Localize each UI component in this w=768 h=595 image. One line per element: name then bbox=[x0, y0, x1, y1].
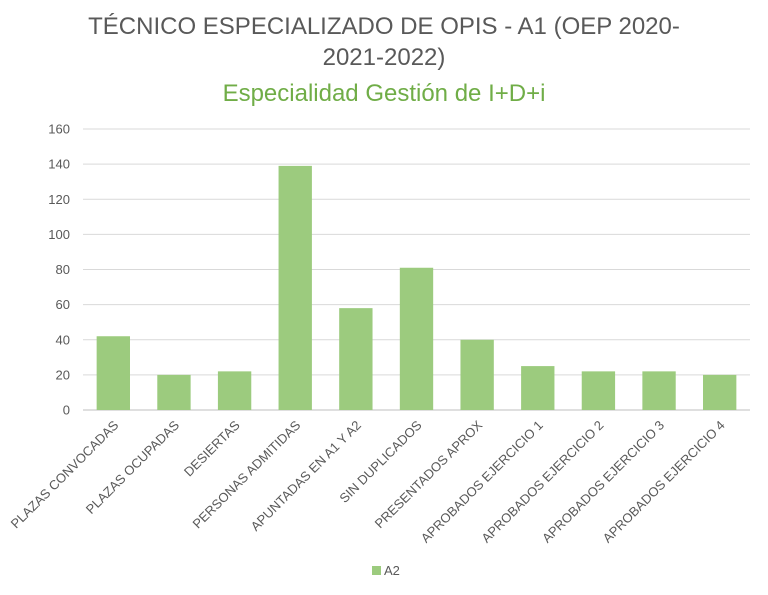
bar bbox=[217, 371, 252, 410]
y-tick-label: 20 bbox=[56, 367, 70, 382]
x-tick-label: PERSONAS ADMITIDAS bbox=[190, 417, 304, 531]
x-tick-label: PLAZAS CONVOCADAS bbox=[8, 417, 122, 531]
bar bbox=[642, 371, 676, 410]
y-tick-label: 100 bbox=[48, 227, 70, 242]
y-tick-label: 120 bbox=[48, 192, 70, 207]
y-axis-ticks: 0 20 40 60 80 100 120 140 160 bbox=[48, 122, 70, 418]
x-tick-label: APROBADOS EJERCICIO 4 bbox=[600, 418, 728, 546]
y-tick-label: 0 bbox=[63, 403, 70, 418]
y-tick-label: 40 bbox=[56, 332, 70, 347]
legend-swatch bbox=[372, 566, 381, 575]
x-tick-label: DESIERTAS bbox=[181, 417, 243, 479]
x-tick-label: APROBADOS EJERCICIO 2 bbox=[478, 418, 606, 546]
x-tick-label: APUNTADAS EN A1 Y A2 bbox=[248, 418, 364, 534]
bars bbox=[96, 165, 737, 410]
bar bbox=[581, 371, 616, 410]
y-tick-label: 160 bbox=[48, 122, 70, 137]
x-tick-label: PRESENTADOS APROX bbox=[372, 417, 486, 531]
legend: A2 bbox=[372, 563, 400, 578]
chart-title-line-2: 2021-2022) bbox=[322, 44, 446, 71]
bar bbox=[96, 336, 130, 410]
x-tick-label: APROBADOS EJERCICIO 3 bbox=[539, 418, 667, 546]
bar bbox=[460, 339, 494, 410]
legend-label: A2 bbox=[384, 563, 400, 578]
x-tick-label: APROBADOS EJERCICIO 1 bbox=[418, 418, 546, 546]
bar bbox=[399, 267, 434, 410]
bar bbox=[703, 374, 737, 410]
bar bbox=[339, 308, 373, 410]
y-tick-label: 60 bbox=[56, 297, 70, 312]
bar bbox=[278, 165, 312, 410]
bar bbox=[521, 366, 555, 410]
bar bbox=[157, 374, 191, 410]
chart-subtitle: Especialidad Gestión de I+D+i bbox=[222, 80, 546, 107]
chart-title-line-1: TÉCNICO ESPECIALIZADO DE OPIS - A1 (OEP … bbox=[88, 13, 680, 40]
y-tick-label: 80 bbox=[56, 262, 70, 277]
y-tick-label: 140 bbox=[48, 157, 70, 172]
